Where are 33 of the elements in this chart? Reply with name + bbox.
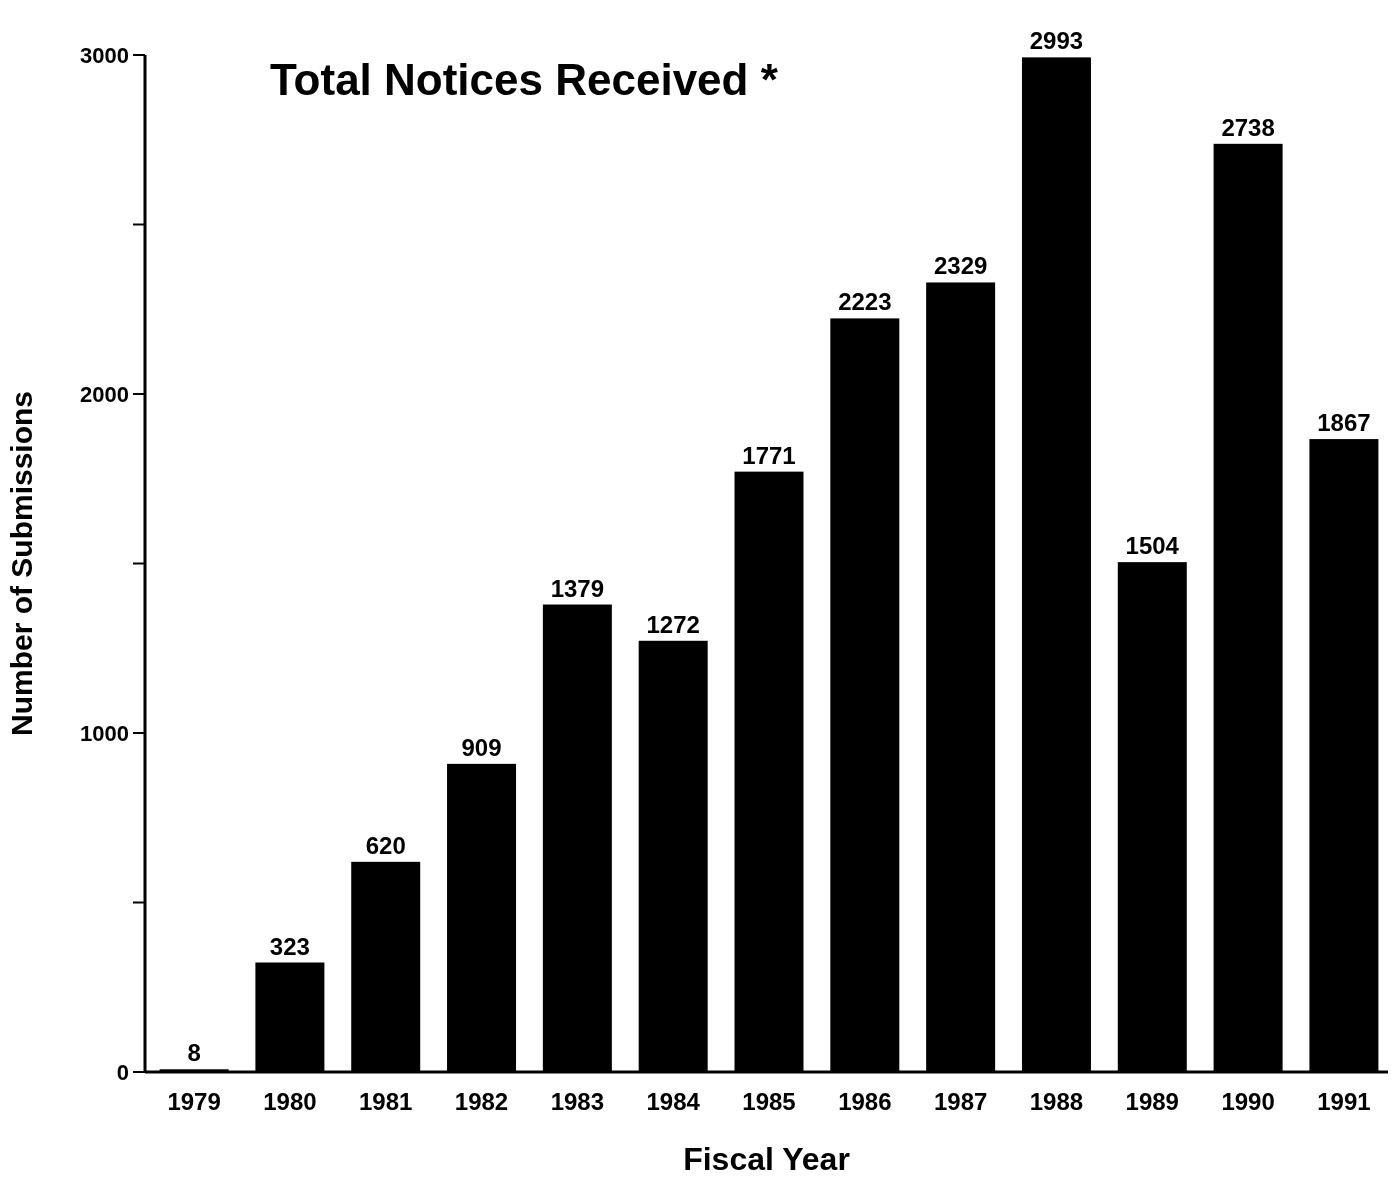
data-label: 8 [187,1039,201,1067]
x-axis-title: Fiscal Year [683,1141,850,1177]
data-label: 2738 [1221,113,1275,141]
data-label: 2223 [838,288,892,316]
x-tick-label: 1985 [742,1088,796,1115]
x-tick-label: 1981 [359,1088,413,1115]
chart-title: Total Notices Received * [270,55,779,104]
data-label: 1379 [550,574,605,602]
x-tick-label: 1989 [1125,1088,1179,1115]
data-label: 2329 [933,252,988,280]
y-axis-title: Number of Submissions [5,390,38,737]
y-tick-label: 1000 [80,720,129,746]
x-tick-label: 1983 [550,1088,605,1115]
x-tick-label: 1991 [1317,1088,1371,1115]
data-label: 620 [365,831,406,859]
y-tick-label: 0 [116,1059,129,1085]
data-label: 323 [269,932,310,960]
data-label: 1504 [1125,532,1180,560]
data-label: 2993 [1029,27,1084,55]
x-tick-label: 1990 [1221,1088,1275,1115]
x-tick-label: 1988 [1029,1088,1084,1115]
y-tick-label: 2000 [80,381,129,407]
x-tick-label: 1979 [167,1088,221,1115]
y-tick-label: 3000 [80,42,129,68]
data-label: 909 [461,733,502,761]
x-tick-label: 1982 [454,1088,509,1115]
x-tick-label: 1980 [263,1088,317,1115]
data-label: 1272 [646,610,700,638]
x-tick-label: 1984 [646,1088,701,1115]
x-tick-label: 1986 [838,1088,892,1115]
data-label: 1771 [742,441,796,469]
x-tick-label: 1987 [933,1088,988,1115]
data-label: 1867 [1317,409,1371,437]
